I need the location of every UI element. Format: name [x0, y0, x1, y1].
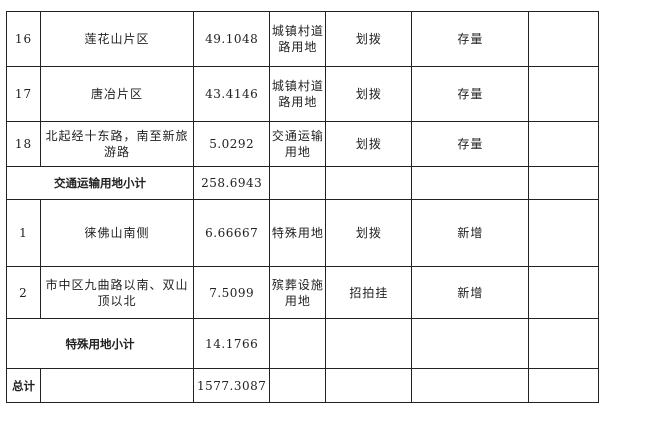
- land-use-cell: 交通运输用地: [269, 121, 327, 167]
- empty-cell: [325, 318, 413, 369]
- table-row: 18 北起经十东路，南至新旅游路 5.0292 交通运输用地 划拨 存量: [6, 121, 600, 167]
- empty-cell: [528, 368, 600, 403]
- subtotal-label: 特殊用地小计: [6, 318, 194, 369]
- subtotal-label: 交通运输用地小计: [6, 166, 194, 200]
- note-cell: [528, 11, 600, 67]
- land-table: 16 莲花山片区 49.1048 城镇村道路用地 划拨 存量 17 唐冶片区 4…: [6, 11, 600, 403]
- location-cell: 莲花山片区: [40, 11, 194, 67]
- area-cell: 49.1048: [192, 11, 271, 67]
- subtotal-row: 交通运输用地小计 258.6943: [6, 166, 600, 200]
- total-label: 总计: [6, 368, 41, 403]
- row-number: 18: [6, 121, 41, 167]
- row-number: 2: [6, 266, 41, 319]
- location-cell: 北起经十东路，南至新旅游路: [40, 121, 194, 167]
- land-use-cell: 殡葬设施用地: [269, 266, 327, 319]
- subtotal-area: 14.1766: [192, 318, 271, 369]
- area-cell: 43.4146: [192, 66, 271, 122]
- location-cell: 唐冶片区: [40, 66, 194, 122]
- empty-cell: [325, 166, 413, 200]
- status-cell: 存量: [411, 121, 530, 167]
- empty-cell: [325, 368, 413, 403]
- area-cell: 6.66667: [192, 199, 271, 267]
- empty-cell: [269, 318, 327, 369]
- supply-method-cell: 划拨: [325, 11, 413, 67]
- empty-cell: [528, 166, 600, 200]
- land-use-cell: 特殊用地: [269, 199, 327, 267]
- row-number: 16: [6, 11, 41, 67]
- empty-cell: [411, 166, 530, 200]
- empty-cell: [411, 318, 530, 369]
- table-row: 17 唐冶片区 43.4146 城镇村道路用地 划拨 存量: [6, 66, 600, 122]
- row-number: 1: [6, 199, 41, 267]
- total-area: 1577.3087: [192, 368, 271, 403]
- total-row: 总计 1577.3087: [6, 368, 600, 403]
- empty-cell: [411, 368, 530, 403]
- status-cell: 存量: [411, 66, 530, 122]
- supply-method-cell: 划拨: [325, 121, 413, 167]
- note-cell: [528, 199, 600, 267]
- subtotal-area: 258.6943: [192, 166, 271, 200]
- area-cell: 7.5099: [192, 266, 271, 319]
- note-cell: [528, 266, 600, 319]
- supply-method-cell: 划拨: [325, 199, 413, 267]
- supply-method-cell: 招拍挂: [325, 266, 413, 319]
- row-number: 17: [6, 66, 41, 122]
- table-row: 16 莲花山片区 49.1048 城镇村道路用地 划拨 存量: [6, 11, 600, 67]
- status-cell: 新增: [411, 199, 530, 267]
- status-cell: 存量: [411, 11, 530, 67]
- subtotal-row: 特殊用地小计 14.1766: [6, 318, 600, 369]
- note-cell: [528, 66, 600, 122]
- empty-cell: [269, 166, 327, 200]
- empty-cell: [40, 368, 194, 403]
- location-cell: 徕佛山南侧: [40, 199, 194, 267]
- land-use-cell: 城镇村道路用地: [269, 11, 327, 67]
- empty-cell: [269, 368, 327, 403]
- land-use-cell: 城镇村道路用地: [269, 66, 327, 122]
- area-cell: 5.0292: [192, 121, 271, 167]
- table-row: 1 徕佛山南侧 6.66667 特殊用地 划拨 新增: [6, 199, 600, 267]
- location-cell: 市中区九曲路以南、双山顶以北: [40, 266, 194, 319]
- empty-cell: [528, 318, 600, 369]
- note-cell: [528, 121, 600, 167]
- status-cell: 新增: [411, 266, 530, 319]
- table-row: 2 市中区九曲路以南、双山顶以北 7.5099 殡葬设施用地 招拍挂 新增: [6, 266, 600, 319]
- supply-method-cell: 划拨: [325, 66, 413, 122]
